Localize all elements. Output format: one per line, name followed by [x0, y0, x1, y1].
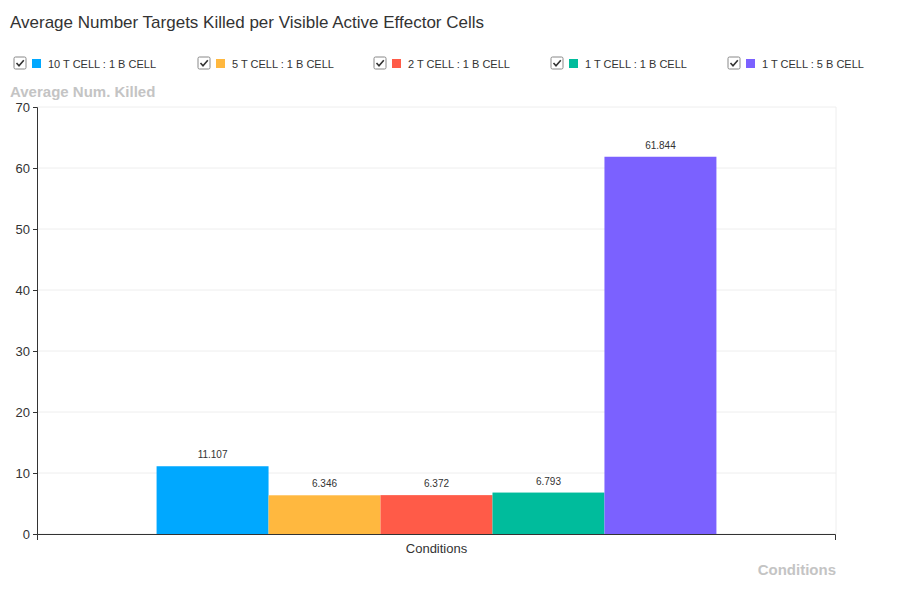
- data-label: 6.346: [312, 478, 337, 489]
- y-tick: 30: [16, 344, 37, 359]
- x-axis-line: [38, 535, 836, 541]
- data-label: 6.793: [536, 476, 561, 487]
- y-tick: 40: [16, 283, 37, 298]
- legend-check: [554, 60, 561, 66]
- legend-checkbox[interactable]: [551, 57, 563, 69]
- legend-label: 10 T CELL : 1 B CELL: [48, 58, 156, 70]
- y-tick-label: 30: [16, 344, 30, 359]
- plot-frame: [836, 107, 837, 534]
- y-tick-label: 40: [16, 283, 30, 298]
- y-tick-label: 0: [23, 527, 30, 542]
- bar[interactable]: [492, 493, 604, 534]
- legend-item[interactable]: 5 T CELL : 1 B CELL: [198, 57, 334, 70]
- legend-label: 1 T CELL : 5 B CELL: [762, 58, 864, 70]
- bar[interactable]: [381, 495, 493, 534]
- y-tick: 20: [16, 405, 37, 420]
- y-tick-label: 60: [16, 161, 30, 176]
- legend-check: [377, 60, 384, 66]
- y-tick: 50: [16, 222, 37, 237]
- y-tick: 60: [16, 161, 37, 176]
- y-tick: 0: [23, 527, 37, 542]
- y-tick-label: 20: [16, 405, 30, 420]
- y-tick: 70: [16, 100, 37, 115]
- legend-swatch: [216, 59, 225, 68]
- legend: 10 T CELL : 1 B CELL 5 T CELL : 1 B CELL 2…: [14, 57, 864, 70]
- legend-checkbox[interactable]: [374, 57, 386, 69]
- y-tick-label: 50: [16, 222, 30, 237]
- bar[interactable]: [157, 466, 269, 534]
- legend-item[interactable]: 10 T CELL : 1 B CELL: [14, 57, 156, 70]
- y-tick: 10: [16, 466, 37, 481]
- legend-swatch: [32, 59, 41, 68]
- grid-line: [37, 107, 836, 108]
- legend-check: [731, 60, 738, 66]
- legend-label: 2 T CELL : 1 B CELL: [408, 58, 510, 70]
- legend-checkbox[interactable]: [198, 57, 210, 69]
- y-tick-label: 10: [16, 466, 30, 481]
- y-tick-mark: [33, 290, 37, 291]
- data-labels: 11.107 6.346 6.372 6.793 61.844: [198, 140, 677, 490]
- legend-item[interactable]: 1 T CELL : 5 B CELL: [728, 57, 864, 70]
- legend-item[interactable]: 1 T CELL : 1 B CELL: [551, 57, 687, 70]
- y-axis-title: Average Num. Killed: [10, 83, 155, 100]
- y-tick-mark: [33, 412, 37, 413]
- y-tick-mark: [33, 534, 37, 535]
- title: Average Number Targets Killed per Visibl…: [10, 13, 484, 32]
- chart: Average Number Targets Killed per Visibl…: [0, 0, 900, 600]
- data-label: 6.372: [424, 478, 449, 489]
- x-tick: Conditions: [406, 534, 468, 556]
- y-tick-mark: [33, 473, 37, 474]
- legend-swatch: [746, 59, 755, 68]
- y-tick-mark: [33, 229, 37, 230]
- bar[interactable]: [604, 157, 716, 534]
- bar[interactable]: [269, 495, 381, 534]
- legend-label: 5 T CELL : 1 B CELL: [232, 58, 334, 70]
- y-tick-mark: [33, 168, 37, 169]
- y-axis-line: [33, 108, 38, 535]
- y-axis: 0 10 20 30 40 50 60 70: [16, 100, 38, 542]
- bars: [157, 157, 717, 534]
- legend-checkbox[interactable]: [14, 57, 26, 69]
- data-label: 61.844: [645, 140, 676, 151]
- x-axis: Conditions: [38, 534, 836, 556]
- legend-item[interactable]: 2 T CELL : 1 B CELL: [374, 57, 510, 70]
- x-tick-label: Conditions: [406, 541, 468, 556]
- legend-checkbox[interactable]: [728, 57, 740, 69]
- y-tick-label: 70: [16, 100, 30, 115]
- data-label: 11.107: [198, 449, 228, 460]
- legend-swatch: [569, 59, 578, 68]
- legend-check: [201, 60, 208, 66]
- legend-swatch: [392, 59, 401, 68]
- plot: 11.107 6.346 6.372 6.793 61.844 0 10 20 30 40 50 60…: [16, 100, 836, 556]
- y-tick-mark: [33, 351, 37, 352]
- legend-check: [17, 60, 24, 66]
- y-tick-mark: [33, 107, 37, 108]
- grid: [37, 107, 836, 534]
- legend-label: 1 T CELL : 1 B CELL: [585, 58, 687, 70]
- x-axis-title: Conditions: [758, 561, 836, 578]
